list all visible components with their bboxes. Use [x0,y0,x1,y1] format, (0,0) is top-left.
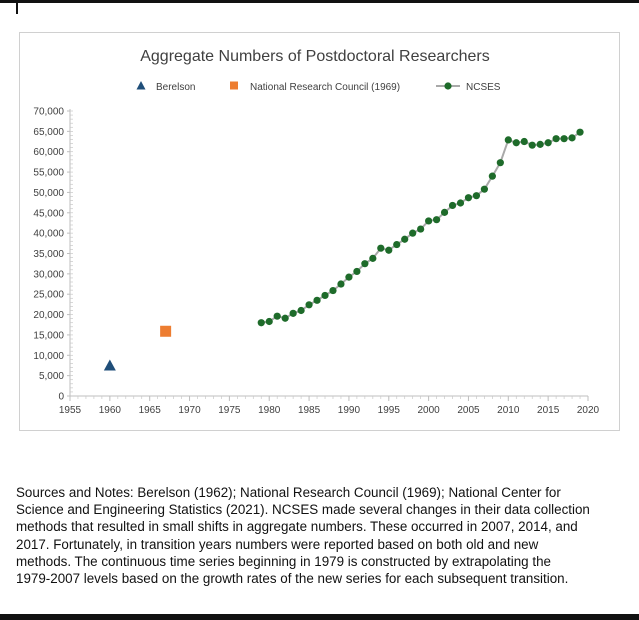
legend-label: Berelson [156,82,195,93]
ncses-point [273,312,281,320]
legend-marker-square [230,81,238,90]
legend-marker-triangle [136,81,146,90]
ncses-point [520,137,528,146]
ncses-point [504,136,512,144]
ncses-point [393,240,401,249]
notes-line: 1979-2007 levels based on the growth rat… [16,571,569,587]
y-tick-label: 30,000 [33,269,64,280]
x-tick-label: 2020 [577,405,600,416]
y-tick-label: 0 [58,392,64,403]
ncses-point [512,139,520,147]
ncses-point [401,235,409,243]
y-tick-label: 20,000 [33,310,64,321]
y-tick-label: 10,000 [33,351,64,362]
ncses-point [536,140,544,148]
y-tick-label: 55,000 [33,168,64,179]
notes-line: Sources and Notes: Berelson (1962); Nati… [16,485,561,500]
ncses-point [432,216,441,224]
chart-title: Aggregate Numbers of Postdoctoral Resear… [140,48,490,65]
x-tick-label: 1965 [139,405,162,416]
y-tick-label: 5,000 [39,371,64,382]
y-tick-label: 60,000 [33,147,64,158]
x-tick-label: 2010 [497,405,520,416]
ncses-point [576,128,584,136]
ncses-point [345,273,353,281]
y-tick-label: 45,000 [33,208,64,219]
text-cursor [16,0,18,14]
ncses-point [448,201,457,210]
x-tick-label: 1990 [338,405,361,416]
ncses-point [480,185,488,193]
x-tick-label: 1955 [59,405,82,416]
nrc-point [160,325,172,337]
ncses-point [281,314,289,322]
legend-label: NCSES [466,82,501,93]
ncses-point [560,135,568,143]
ncses-point [568,134,576,142]
berelson-point [103,359,116,371]
notes-line: 2017. Fortunately, in transition years n… [16,536,539,552]
ncses-point [472,192,481,200]
ncses-point [544,139,552,147]
y-tick-label: 70,000 [33,107,64,118]
y-tick-label: 25,000 [33,290,64,301]
ncses-point [265,317,273,326]
x-tick-label: 1975 [218,405,241,416]
ncses-point [425,217,433,225]
ncses-point [488,172,496,180]
ncses-point [337,280,345,288]
y-tick-label: 15,000 [33,330,64,341]
ncses-point [257,319,265,327]
ncses-point [417,225,425,233]
x-tick-label: 2005 [457,405,480,416]
y-tick-label: 65,000 [33,127,64,138]
ncses-point [440,208,449,216]
ncses-point [289,309,297,317]
ncses-point [409,229,417,237]
chart-frame [19,32,620,431]
ncses-point [313,296,321,304]
notes-line: methods. The continuous time series begi… [16,553,551,569]
ncses-point [496,159,504,167]
notes-line: Science and Engineering Statistics (2021… [16,502,590,518]
ncses-point [385,246,393,254]
axes: 0 5,000 10,000 15,000 20,000 25,000 30,000 35,0… [33,107,599,417]
x-tick-label: 1995 [378,405,401,416]
ncses-point [305,301,313,309]
ncses-point [552,135,560,143]
x-tick-label: 1985 [298,405,321,416]
y-tick-label: 40,000 [33,229,64,240]
x-tick-label: 2015 [537,405,560,416]
x-tick-label: 1980 [258,405,281,416]
data-marks [103,128,584,371]
y-tick-label: 35,000 [33,249,64,260]
ncses-point [361,260,369,268]
legend-label: National Research Council (1969) [250,82,400,93]
ncses-point [329,286,337,295]
x-tick-label: 2000 [417,405,440,416]
ncses-point [456,199,465,207]
ncses-point [321,291,329,300]
legend-marker-circle [444,82,452,90]
bottom-border [0,614,639,620]
ncses-point [528,141,536,149]
x-tick-label: 1970 [178,405,201,416]
y-tick-label: 50,000 [33,188,64,199]
ncses-point [464,194,473,202]
ncses-point [297,306,305,315]
notes-line: methods that resulted in small shifts in… [16,519,578,535]
sources-and-notes: Sources and Notes: Berelson (1962); Nati… [16,484,626,587]
chart-svg: Aggregate Numbers of Postdoctoral Resear… [33,48,599,417]
x-tick-label: 1960 [99,405,122,416]
top-border [0,0,639,3]
ncses-point [369,254,377,262]
ncses-point [353,267,361,276]
ncses-point [377,244,385,252]
legend: Berelson National Research Council (1969)… [136,81,501,93]
